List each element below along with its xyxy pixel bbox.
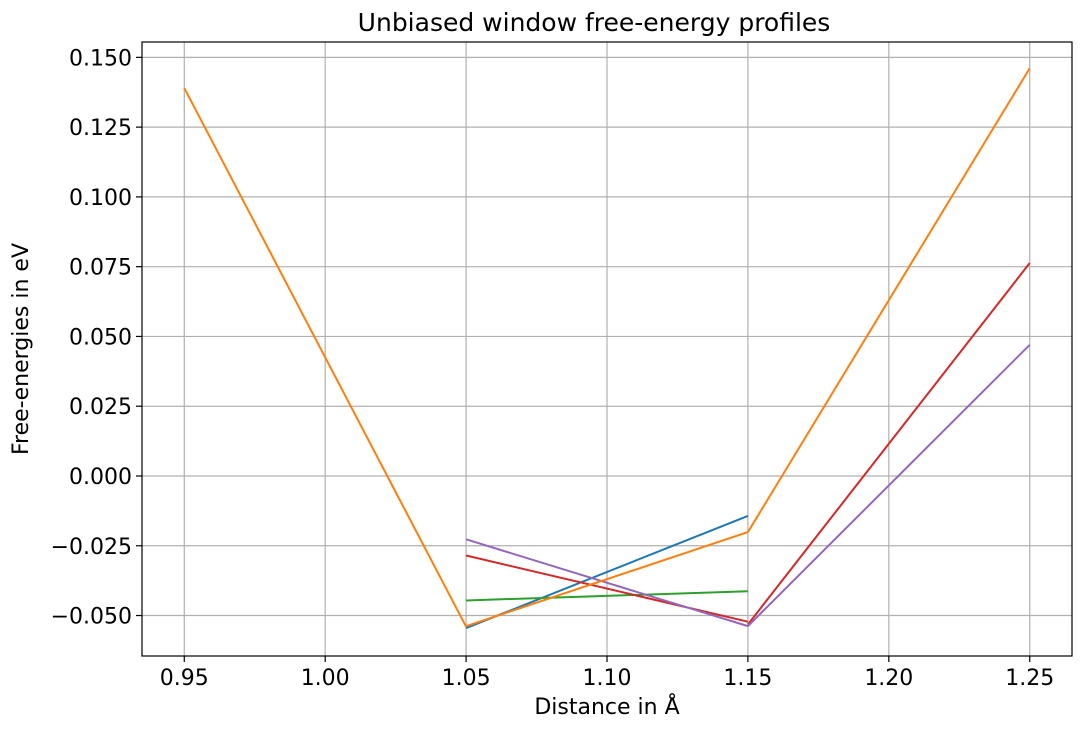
y-tick-label: 0.150	[69, 46, 132, 71]
x-tick-label: 1.25	[1005, 666, 1054, 691]
series-line-1	[183, 87, 467, 628]
series-line-9	[747, 67, 1031, 533]
chart-title: Unbiased window free-energy profiles	[358, 8, 831, 37]
series-line-5	[465, 538, 749, 628]
grid	[142, 42, 1072, 656]
y-tick-label: 0.000	[69, 465, 132, 490]
y-axis-label: Free-energies in eV	[9, 243, 34, 455]
series-lines	[183, 67, 1031, 630]
x-tick-label: 1.10	[583, 666, 632, 691]
y-axis-ticks: −0.050 −0.025 0.000 0.025 0.050 0.075 0.100 0.1…	[51, 46, 142, 630]
y-tick-label: 0.075	[69, 256, 132, 281]
y-tick-label: 0.050	[69, 325, 132, 350]
x-tick-label: 1.20	[864, 666, 913, 691]
x-tick-label: 1.15	[723, 666, 772, 691]
x-axis-ticks: 0.95 1.00 1.05 1.10 1.15 1.20 1.25	[160, 656, 1054, 691]
x-tick-label: 1.00	[301, 666, 350, 691]
y-tick-label: 0.125	[69, 116, 132, 141]
x-tick-label: 1.05	[442, 666, 491, 691]
series-line-3	[466, 590, 748, 602]
y-tick-label: 0.025	[69, 395, 132, 420]
y-tick-label: −0.050	[51, 605, 132, 630]
x-tick-label: 0.95	[160, 666, 209, 691]
series-line-8	[747, 344, 1031, 627]
y-tick-label: −0.025	[51, 535, 132, 560]
series-line-6	[465, 531, 749, 628]
series-line-2	[465, 514, 749, 630]
y-tick-label: 0.100	[69, 186, 132, 211]
series-line-7	[747, 262, 1031, 626]
x-axis-label: Distance in Å	[534, 693, 679, 720]
